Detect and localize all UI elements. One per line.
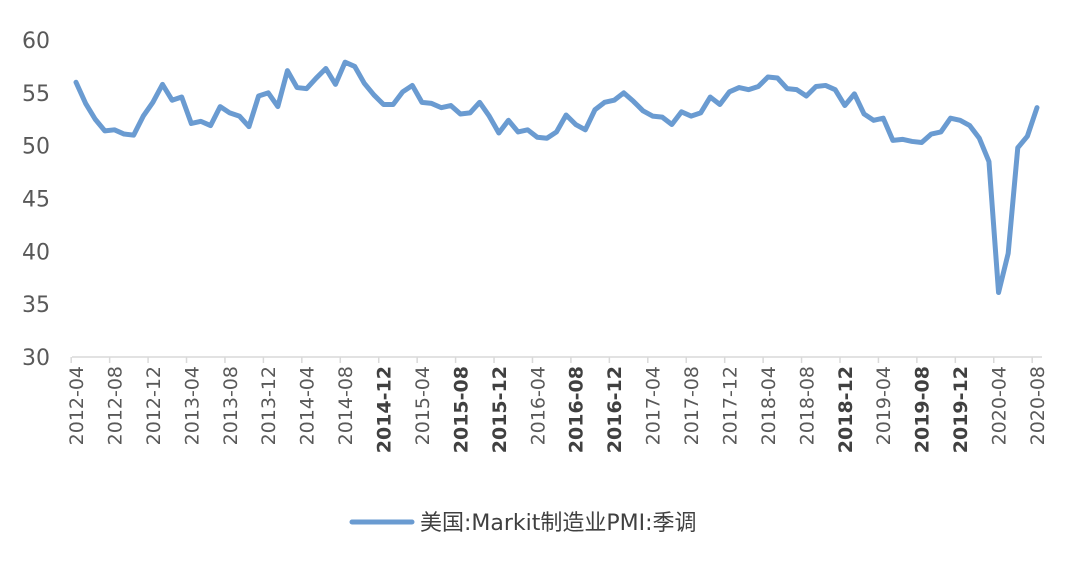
- x-tick-label: 2012-04: [66, 366, 88, 445]
- series-line-us-markit-pmi: [73, 59, 1040, 296]
- x-tick-label: 2012-08: [104, 366, 126, 445]
- y-tick-label: 60: [22, 29, 50, 54]
- x-tick-label: 2016-12: [604, 366, 626, 453]
- x-tick-label: 2014-04: [297, 366, 319, 445]
- y-tick-label: 50: [22, 135, 50, 160]
- x-axis-labels: 2012-04 2012-08 2012-12 2013-04 2013-08 2013-…: [66, 366, 1049, 453]
- y-tick-label: 40: [22, 240, 50, 265]
- x-tick-label: 2016-04: [527, 366, 549, 445]
- legend-label: 美国:Markit制造业PMI:季调: [420, 511, 697, 536]
- x-tick-label: 2018-08: [796, 366, 818, 445]
- x-tick-label: 2013-04: [181, 366, 203, 445]
- x-tick-label: 2013-08: [220, 366, 242, 445]
- y-tick-label: 55: [22, 82, 50, 107]
- x-tick-label: 2017-12: [719, 366, 741, 445]
- x-tick-label: 2015-04: [412, 366, 434, 445]
- y-axis-ticks: 30 35 40 45 50 55 60: [22, 29, 50, 371]
- x-tick-label: 2018-04: [758, 366, 780, 445]
- x-tick-label: 2012-12: [143, 366, 165, 445]
- x-tick-label: 2020-08: [1027, 366, 1049, 445]
- y-tick-label: 35: [22, 293, 50, 318]
- x-tick-label: 2019-08: [912, 366, 934, 453]
- x-tick-label: 2017-08: [681, 366, 703, 445]
- x-axis-ticks: [70, 357, 1033, 363]
- x-tick-label: 2019-12: [950, 366, 972, 453]
- y-tick-label: 30: [22, 346, 50, 371]
- x-tick-label: 2020-04: [989, 366, 1011, 445]
- x-tick-label: 2019-04: [873, 366, 895, 445]
- y-tick-label: 45: [22, 188, 50, 213]
- x-tick-label: 2017-04: [643, 366, 665, 445]
- x-tick-label: 2013-12: [258, 366, 280, 445]
- x-tick-label: 2014-08: [335, 366, 357, 445]
- x-tick-label: 2014-12: [374, 366, 396, 453]
- x-tick-label: 2016-08: [566, 366, 588, 453]
- legend: 美国:Markit制造业PMI:季调: [349, 511, 697, 536]
- x-tick-label: 2015-12: [489, 366, 511, 453]
- x-tick-label: 2015-08: [450, 366, 472, 453]
- x-tick-label: 2018-12: [835, 366, 857, 453]
